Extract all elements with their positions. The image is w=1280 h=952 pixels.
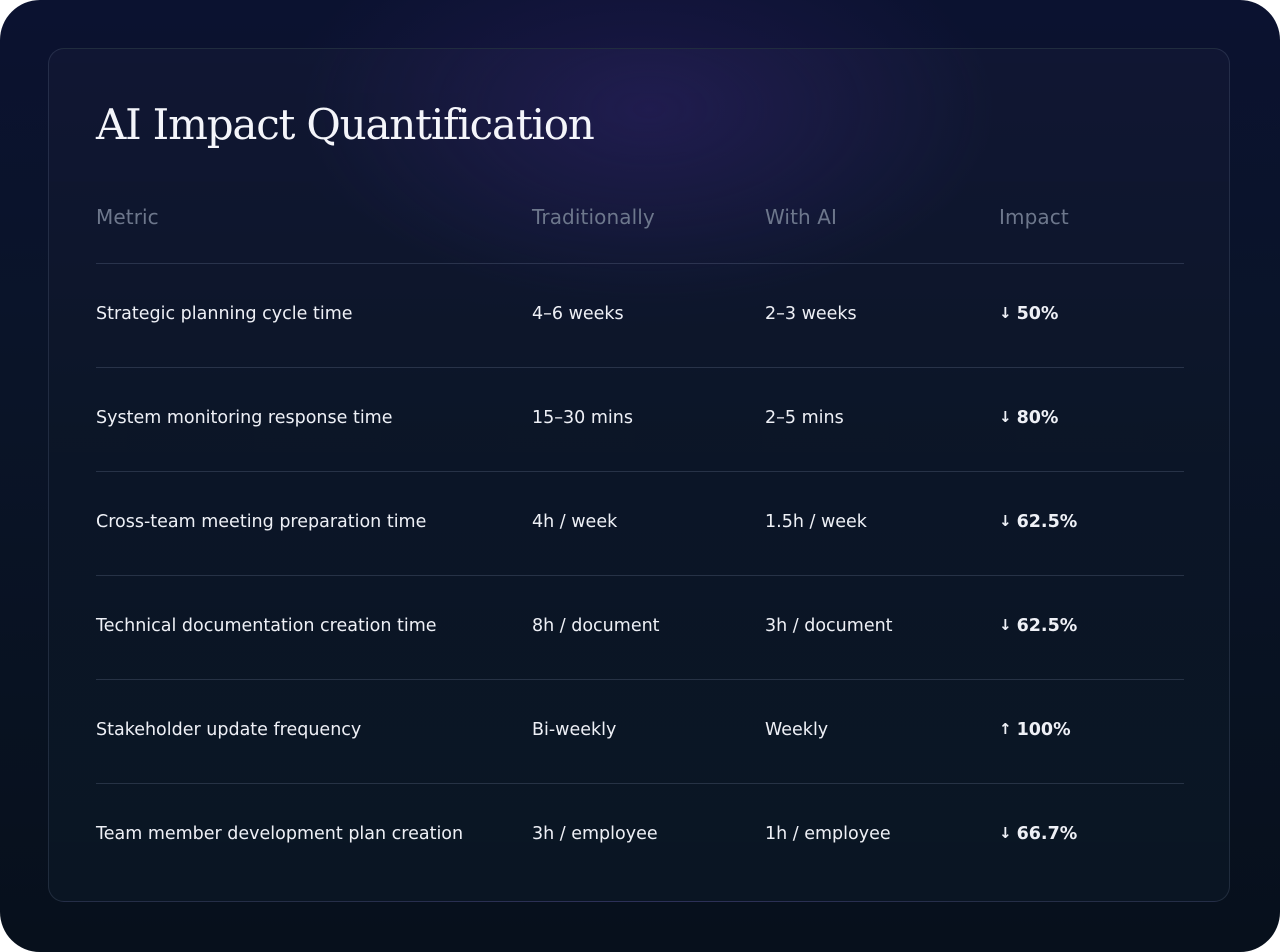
arrow-down-icon: ↓ <box>999 824 1012 842</box>
page-title: AI Impact Quantification <box>96 100 595 149</box>
impact-value: 50% <box>1016 304 1059 324</box>
impact-value: 62.5% <box>1016 512 1078 532</box>
traditionally-cell: Bi-weekly <box>532 720 617 740</box>
column-header-traditionally: Traditionally <box>532 205 655 229</box>
metric-cell: Strategic planning cycle time <box>96 304 353 324</box>
impact-table: Metric Traditionally With AI Impact Stra… <box>96 179 1184 887</box>
column-header-metric: Metric <box>96 205 159 229</box>
impact-value: 100% <box>1016 720 1071 740</box>
column-header-with-ai: With AI <box>765 205 838 229</box>
with-ai-cell: 1h / employee <box>765 824 891 844</box>
impact-cell: ↓ 66.7% <box>999 824 1077 844</box>
impact-cell: ↓ 50% <box>999 304 1058 324</box>
arrow-up-icon: ↑ <box>999 720 1012 738</box>
metric-cell: Technical documentation creation time <box>96 616 437 636</box>
table-row: Strategic planning cycle time 4–6 weeks … <box>96 264 1184 368</box>
impact-cell: ↓ 62.5% <box>999 616 1077 636</box>
impact-card: AI Impact Quantification Metric Traditio… <box>48 48 1230 902</box>
with-ai-cell: 1.5h / week <box>765 512 867 532</box>
impact-cell: ↑ 100% <box>999 720 1071 740</box>
arrow-down-icon: ↓ <box>999 616 1012 634</box>
impact-cell: ↓ 80% <box>999 408 1058 428</box>
with-ai-cell: 3h / document <box>765 616 893 636</box>
impact-value: 80% <box>1016 408 1059 428</box>
metric-cell: Cross-team meeting preparation time <box>96 512 427 532</box>
impact-cell: ↓ 62.5% <box>999 512 1077 532</box>
impact-value: 62.5% <box>1016 616 1078 636</box>
metric-cell: Stakeholder update frequency <box>96 720 362 740</box>
traditionally-cell: 4–6 weeks <box>532 304 624 324</box>
with-ai-cell: 2–5 mins <box>765 408 844 428</box>
with-ai-cell: Weekly <box>765 720 829 740</box>
with-ai-cell: 2–3 weeks <box>765 304 857 324</box>
arrow-down-icon: ↓ <box>999 512 1012 530</box>
traditionally-cell: 15–30 mins <box>532 408 633 428</box>
table-row: Cross-team meeting preparation time 4h /… <box>96 472 1184 576</box>
table-row: System monitoring response time 15–30 mi… <box>96 368 1184 472</box>
traditionally-cell: 4h / week <box>532 512 618 532</box>
column-header-impact: Impact <box>999 205 1069 229</box>
metric-cell: Team member development plan creation <box>96 824 464 844</box>
table-row: Technical documentation creation time 8h… <box>96 576 1184 680</box>
traditionally-cell: 8h / document <box>532 616 660 636</box>
table-row: Stakeholder update frequency Bi-weekly W… <box>96 680 1184 784</box>
impact-value: 66.7% <box>1016 824 1078 844</box>
arrow-down-icon: ↓ <box>999 408 1012 426</box>
traditionally-cell: 3h / employee <box>532 824 658 844</box>
metric-cell: System monitoring response time <box>96 408 393 428</box>
arrow-down-icon: ↓ <box>999 304 1012 322</box>
table-header: Metric Traditionally With AI Impact <box>96 179 1184 264</box>
table-row: Team member development plan creation 3h… <box>96 784 1184 887</box>
